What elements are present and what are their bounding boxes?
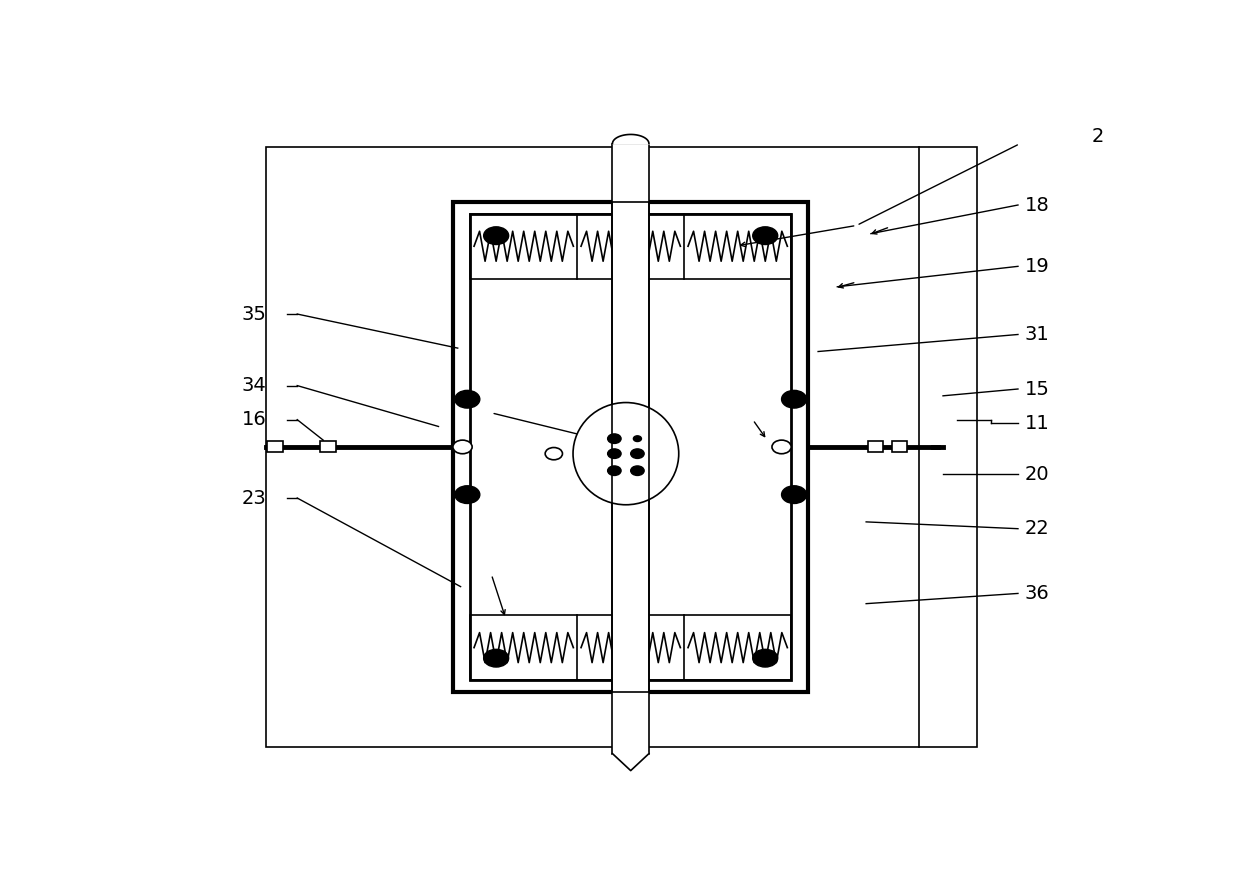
Circle shape bbox=[455, 390, 480, 408]
Bar bbox=[868, 442, 883, 452]
Ellipse shape bbox=[573, 403, 678, 504]
Circle shape bbox=[608, 466, 621, 475]
Circle shape bbox=[484, 650, 508, 667]
Bar bbox=[470, 214, 791, 279]
Text: 18: 18 bbox=[1024, 196, 1049, 214]
Text: 2: 2 bbox=[1092, 127, 1105, 146]
Bar bbox=[320, 442, 336, 452]
Bar bbox=[892, 442, 908, 452]
Text: 22: 22 bbox=[1024, 519, 1049, 538]
Bar bbox=[470, 615, 791, 680]
Circle shape bbox=[455, 486, 480, 504]
Text: 16: 16 bbox=[242, 410, 267, 429]
Bar bbox=[613, 143, 649, 202]
Circle shape bbox=[608, 449, 621, 458]
Circle shape bbox=[781, 486, 806, 504]
Circle shape bbox=[546, 448, 563, 460]
Bar bbox=[268, 442, 283, 452]
Text: 34: 34 bbox=[242, 376, 267, 395]
Circle shape bbox=[608, 434, 621, 443]
Polygon shape bbox=[613, 753, 649, 771]
Text: 11: 11 bbox=[1024, 413, 1049, 433]
Circle shape bbox=[781, 390, 806, 408]
Text: 31: 31 bbox=[1024, 325, 1049, 344]
Circle shape bbox=[484, 227, 508, 244]
Text: 23: 23 bbox=[242, 489, 267, 507]
Text: 36: 36 bbox=[1024, 584, 1049, 603]
Bar bbox=[265, 147, 977, 747]
Circle shape bbox=[773, 440, 791, 454]
Circle shape bbox=[753, 227, 777, 244]
Bar bbox=[470, 214, 791, 680]
Text: 35: 35 bbox=[242, 304, 267, 324]
Circle shape bbox=[631, 466, 644, 475]
Bar bbox=[613, 692, 649, 753]
Circle shape bbox=[634, 435, 641, 442]
Text: 15: 15 bbox=[1024, 380, 1049, 398]
Bar bbox=[453, 202, 808, 692]
Circle shape bbox=[631, 449, 644, 458]
Circle shape bbox=[753, 650, 777, 667]
Bar bbox=[613, 202, 649, 692]
Text: 19: 19 bbox=[1024, 257, 1049, 276]
Circle shape bbox=[453, 440, 472, 454]
Text: 20: 20 bbox=[1024, 465, 1049, 484]
